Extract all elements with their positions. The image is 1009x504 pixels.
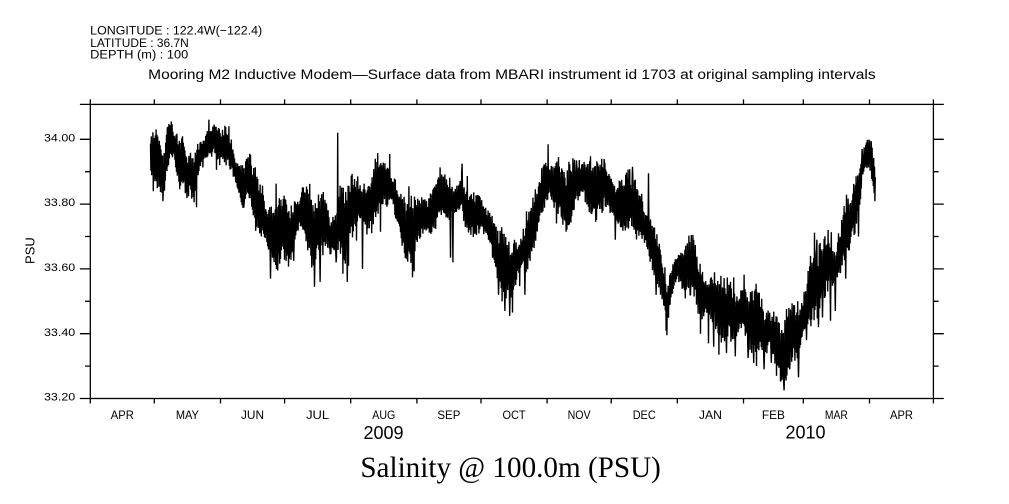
svg-text:2009: 2009 <box>363 423 403 443</box>
svg-text:DEC: DEC <box>633 408 656 422</box>
svg-text:FEB: FEB <box>762 408 785 422</box>
svg-text:SEP: SEP <box>437 408 460 422</box>
svg-text:APR: APR <box>111 408 134 422</box>
svg-text:JUL: JUL <box>306 408 329 422</box>
svg-text:PSU: PSU <box>22 237 37 264</box>
svg-text:MAR: MAR <box>825 408 848 422</box>
svg-text:34.00: 34.00 <box>44 132 75 144</box>
svg-text:NOV: NOV <box>568 408 592 422</box>
svg-text:DEPTH (m) : 100: DEPTH (m) : 100 <box>90 48 188 62</box>
svg-text:33.60: 33.60 <box>44 262 75 274</box>
svg-text:Mooring M2 Inductive Modem—Sur: Mooring M2 Inductive Modem—Surface data … <box>148 67 876 82</box>
svg-text:LATITUDE : 36.7N: LATITUDE : 36.7N <box>90 36 189 50</box>
svg-text:33.80: 33.80 <box>44 197 75 209</box>
svg-text:Salinity @ 100.0m (PSU): Salinity @ 100.0m (PSU) <box>360 452 661 484</box>
svg-text:AUG: AUG <box>372 408 395 422</box>
svg-text:33.40: 33.40 <box>44 327 75 339</box>
svg-text:JUN: JUN <box>241 408 264 422</box>
svg-text:JAN: JAN <box>699 408 722 422</box>
svg-text:MAY: MAY <box>176 408 199 422</box>
svg-text:LONGITUDE : 122.4W(−122.4): LONGITUDE : 122.4W(−122.4) <box>90 24 262 38</box>
svg-text:2010: 2010 <box>785 423 825 443</box>
svg-text:APR: APR <box>890 408 913 422</box>
svg-text:OCT: OCT <box>503 408 526 422</box>
svg-text:33.20: 33.20 <box>44 392 75 404</box>
